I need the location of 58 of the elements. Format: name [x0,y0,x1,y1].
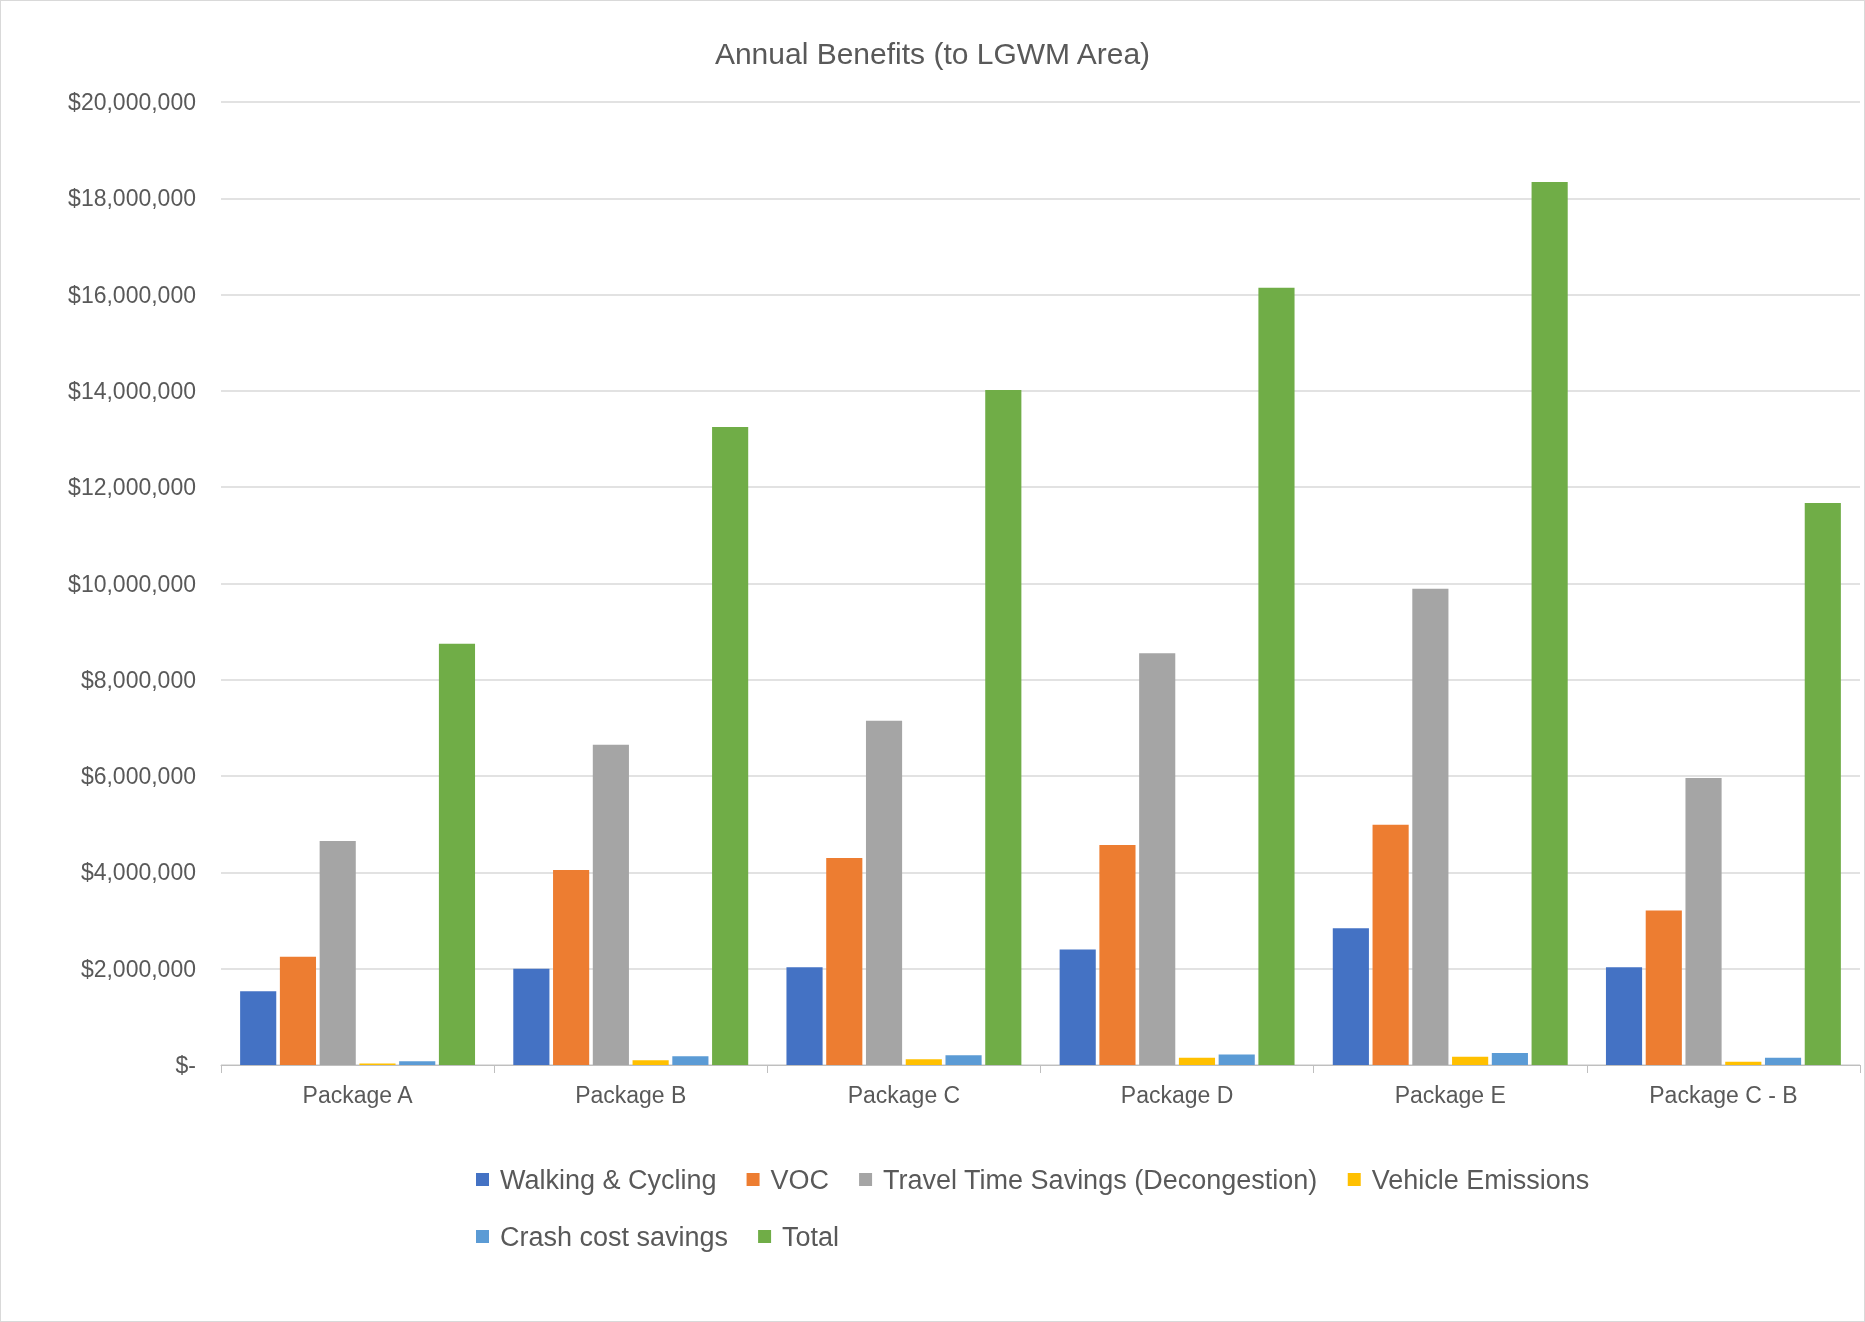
bar [1764,1057,1802,1065]
legend-label: Crash cost savings [500,1221,729,1252]
y-tick-label: $12,000,000 [68,474,196,501]
y-tick-label: $16,000,000 [68,281,196,308]
bar [826,857,863,1065]
bar [1645,910,1682,1065]
bar [1491,1052,1528,1065]
bar [553,869,590,1065]
y-tick-label: $18,000,000 [68,185,196,212]
bar [513,968,550,1065]
y-tick-label: $8,000,000 [80,666,196,693]
x-tick-label: Package C - B [1649,1081,1798,1108]
bar [1452,1056,1489,1065]
bar [786,967,823,1065]
y-tick-label: $10,000,000 [68,570,196,597]
legend-label: Walking & Cycling [500,1164,717,1195]
legend-label: Total [782,1221,840,1252]
bar [240,991,277,1065]
chart-title: Annual Benefits (to LGWM Area) [714,36,1151,70]
y-tick-label: $4,000,000 [80,859,196,886]
bar [1099,844,1136,1065]
y-tick-label: $6,000,000 [80,763,196,790]
y-tick-label: $14,000,000 [68,377,196,404]
bar [945,1055,982,1065]
x-tick-label: Package E [1394,1081,1506,1108]
y-tick-label: $- [175,1052,196,1078]
bar [1804,503,1841,1065]
bar [438,643,476,1065]
bar [1605,967,1643,1065]
bar [1531,181,1568,1065]
bar [1059,949,1096,1065]
bar [279,956,317,1065]
bar [1178,1057,1216,1065]
bar [1258,287,1295,1065]
y-tick-label: $20,000,000 [68,89,196,115]
legend-label: Vehicle Emissions [1371,1164,1590,1195]
bar [1218,1054,1255,1065]
bar [905,1059,942,1065]
bar [985,389,1022,1065]
bar [672,1056,709,1065]
legend-label: Travel Time Savings (Decongestion) [883,1164,1318,1195]
x-tick-label: Package D [1120,1081,1234,1108]
y-tick-label: $2,000,000 [80,955,196,982]
bar [1685,778,1722,1065]
bar [399,1061,436,1065]
x-tick-label: Package C [847,1081,961,1108]
bar [319,841,356,1065]
bar [1139,653,1176,1065]
bar [865,720,903,1065]
x-tick-label: Package A [302,1081,414,1108]
bar [712,427,749,1065]
legend-label: VOC [770,1164,830,1195]
bar [1372,824,1409,1065]
bar [1412,588,1449,1065]
bar [592,744,629,1065]
x-tick-label: Package B [575,1081,687,1108]
bar [1332,928,1369,1065]
bar [632,1060,669,1065]
